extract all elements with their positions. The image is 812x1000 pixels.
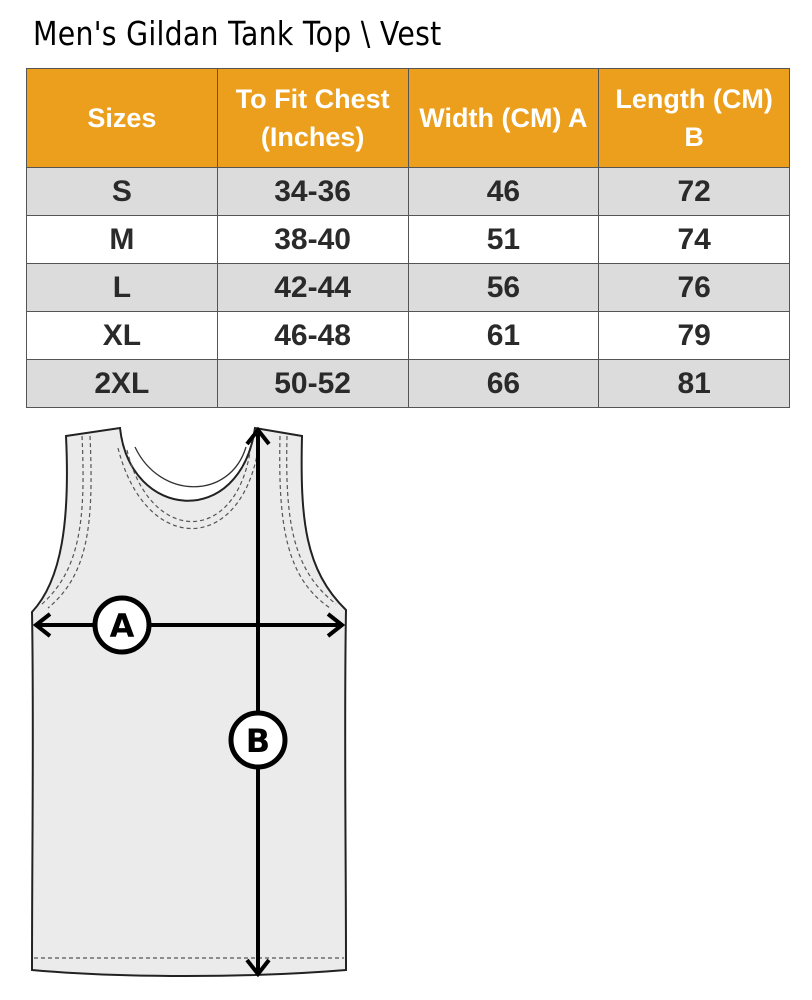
cell-chest: 42-44 (216, 263, 409, 312)
page-title: Men's Gildan Tank Top \ Vest (33, 14, 442, 53)
cell-chest: 50-52 (216, 359, 409, 408)
cell-length: 74 (598, 215, 790, 264)
svg-text:B: B (246, 722, 270, 760)
label-b-badge: B (228, 710, 288, 770)
tank-top-diagram: A B (30, 426, 348, 978)
table-row: 2XL 50-52 66 81 (26, 359, 790, 408)
tank-top-outline (30, 426, 348, 977)
neckline (134, 446, 247, 488)
cell-size: S (26, 167, 218, 216)
cell-length: 79 (598, 311, 790, 360)
cell-length: 72 (598, 167, 790, 216)
size-chart-table: Sizes To Fit Chest (Inches) Width (CM) A … (26, 68, 790, 408)
cell-width: 61 (407, 311, 600, 360)
cell-size: 2XL (26, 359, 218, 408)
measure-b-arrow (245, 426, 271, 978)
cell-size: XL (26, 311, 218, 360)
svg-text:A: A (110, 607, 135, 645)
header-length: Length (CM) B (598, 68, 790, 168)
measure-a-arrow (32, 612, 346, 638)
stitching (34, 435, 344, 959)
cell-size: M (26, 215, 218, 264)
cell-width: 51 (407, 215, 600, 264)
table-row: L 42-44 56 76 (26, 263, 790, 312)
table-header-row: Sizes To Fit Chest (Inches) Width (CM) A … (26, 68, 790, 168)
cell-length: 81 (598, 359, 790, 408)
header-width: Width (CM) A (407, 68, 600, 168)
header-sizes: Sizes (26, 68, 218, 168)
header-chest: To Fit Chest (Inches) (216, 68, 409, 168)
cell-chest: 46-48 (216, 311, 409, 360)
label-a-badge: A (92, 595, 152, 655)
cell-width: 56 (407, 263, 600, 312)
cell-length: 76 (598, 263, 790, 312)
table-row: XL 46-48 61 79 (26, 311, 790, 360)
table-row: M 38-40 51 74 (26, 215, 790, 264)
cell-width: 66 (407, 359, 600, 408)
cell-chest: 38-40 (216, 215, 409, 264)
table-row: S 34-36 46 72 (26, 167, 790, 216)
cell-size: L (26, 263, 218, 312)
cell-chest: 34-36 (216, 167, 409, 216)
cell-width: 46 (407, 167, 600, 216)
